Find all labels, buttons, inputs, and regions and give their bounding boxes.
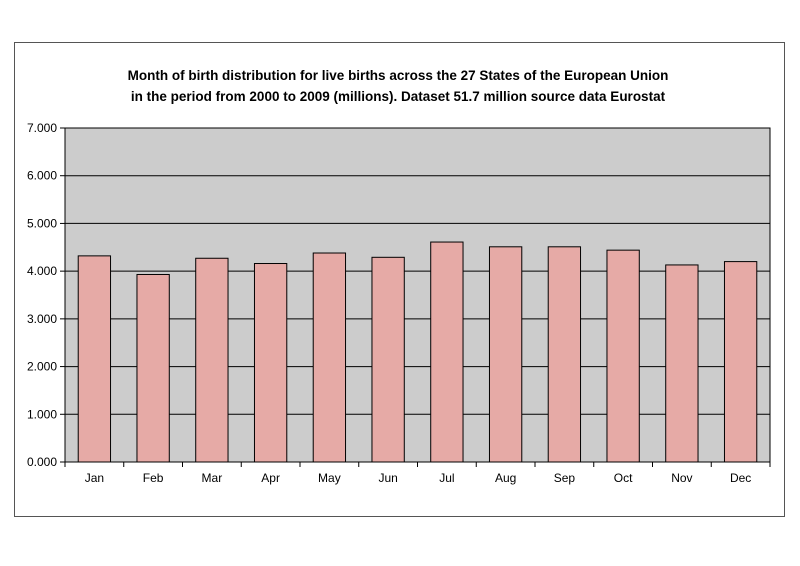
- x-tick-label: Jul: [439, 471, 454, 485]
- bar-jan: [77, 255, 112, 463]
- y-tick-label: 2.000: [27, 360, 57, 374]
- bar-aug: [488, 246, 523, 463]
- x-tick-label: Nov: [671, 471, 692, 485]
- y-tick-label: 3.000: [27, 312, 57, 326]
- x-tick-label: May: [318, 471, 341, 485]
- x-tick-label: Mar: [202, 471, 223, 485]
- chart-title-line-1: Month of birth distribution for live bir…: [128, 68, 669, 83]
- x-tick-label: Aug: [495, 471, 516, 485]
- bar-sep: [547, 246, 582, 463]
- bar-dec: [723, 261, 758, 463]
- bar-jul: [430, 241, 464, 463]
- y-tick-label: 0.000: [27, 455, 57, 469]
- y-tick-label: 1.000: [27, 407, 57, 421]
- y-tick-label: 4.000: [27, 264, 57, 278]
- x-tick-label: Sep: [554, 471, 576, 485]
- chart-frame: Month of birth distribution for live bir…: [14, 42, 785, 517]
- bar-jun: [371, 256, 405, 463]
- x-tick-label: Jan: [85, 471, 104, 485]
- x-tick-label: Apr: [261, 471, 280, 485]
- bar-mar: [195, 257, 229, 463]
- x-tick-label: Oct: [614, 471, 633, 485]
- bar-may: [312, 252, 347, 463]
- bar-nov: [665, 264, 699, 463]
- plot-area: [65, 128, 770, 462]
- bar-apr: [253, 263, 288, 463]
- x-axis-tick-labels: Jan Feb Mar Apr May Jun Jul Aug Sep Oct Nov Dec: [64, 462, 771, 485]
- y-tick-label: 7.000: [27, 121, 57, 135]
- bar-feb: [136, 273, 170, 463]
- bar-oct: [606, 249, 640, 463]
- y-tick-label: 5.000: [27, 216, 57, 230]
- y-tick-label: 6.000: [27, 169, 57, 183]
- bar-chart: Month of birth distribution for live bir…: [27, 68, 771, 485]
- x-tick-label: Feb: [143, 471, 164, 485]
- chart-title-line-2: in the period from 2000 to 2009 (million…: [131, 89, 666, 104]
- x-tick-label: Jun: [378, 471, 397, 485]
- y-axis-tick-labels: 0.000 1.000 2.000 3.000 4.000 5.000 6.000 7.000: [27, 121, 57, 469]
- bars: [77, 241, 758, 463]
- x-tick-label: Dec: [730, 471, 751, 485]
